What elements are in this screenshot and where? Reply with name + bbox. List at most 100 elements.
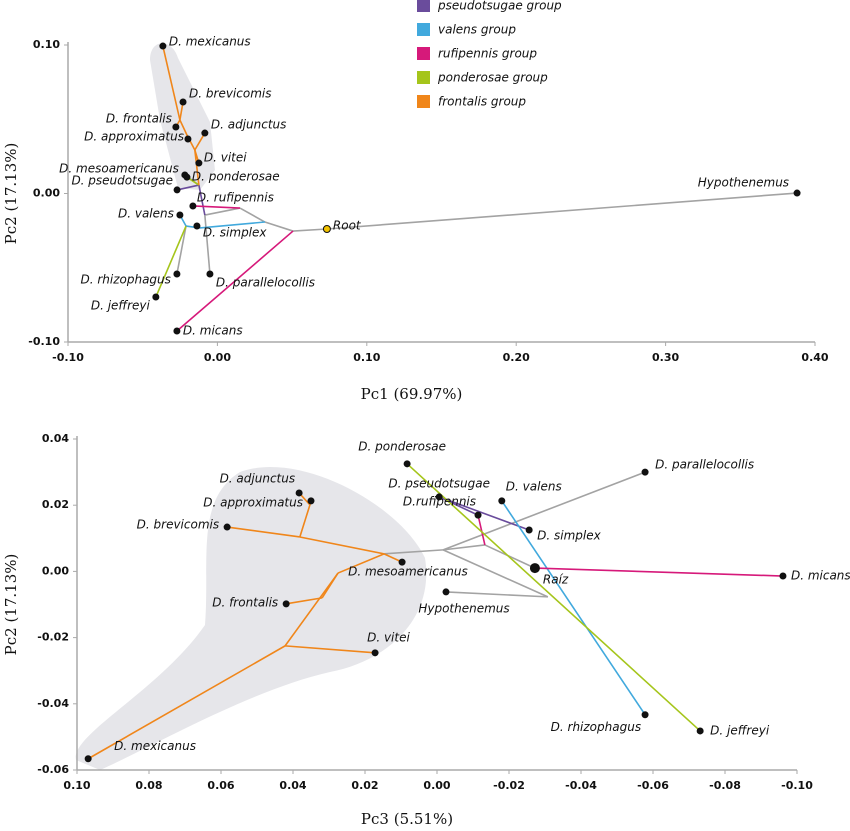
point: [173, 186, 181, 194]
y-axis-title: Pc2 (17.13%): [2, 143, 20, 245]
point: [641, 468, 649, 476]
x-tick-label: 0.00: [423, 779, 450, 792]
point-label: D. rufipennis: [197, 190, 274, 204]
legend-swatch: [417, 47, 430, 60]
branch: [176, 184, 200, 191]
branch: [176, 230, 294, 332]
group-hull: [75, 467, 427, 770]
point-label: Hypothenemus: [418, 601, 509, 615]
branch: [501, 500, 646, 716]
branch: [227, 526, 300, 538]
branch: [534, 567, 783, 577]
point: [435, 493, 443, 501]
branch: [194, 149, 200, 186]
point-label: D. mexicanus: [169, 35, 251, 49]
point-label: D. rhizophagus: [80, 272, 170, 286]
branch: [264, 221, 294, 232]
point-label: Root: [333, 218, 362, 232]
branch: [445, 591, 548, 598]
point: [525, 526, 533, 534]
point-label: D. approximatus: [84, 130, 184, 144]
legend-swatch: [417, 23, 430, 36]
branch: [442, 549, 549, 598]
legend-swatch: [417, 0, 430, 12]
point: [159, 42, 167, 50]
branch: [176, 225, 187, 275]
y-tick-label: -0.04: [37, 697, 69, 710]
branch: [292, 228, 327, 232]
point: [529, 563, 540, 574]
point-label: Raíz: [543, 573, 569, 587]
point: [176, 211, 184, 219]
point-label: D. mexicanus: [114, 739, 196, 753]
point-label: D. ponderosae: [358, 439, 446, 453]
x-tick-label: 0.40: [801, 351, 828, 364]
x-tick-label: -0.10: [52, 351, 84, 364]
point-label: D. ponderosae: [192, 170, 280, 184]
branch: [199, 221, 265, 229]
point: [371, 649, 379, 657]
branch: [442, 471, 646, 551]
x-tick-label: 0.30: [652, 351, 679, 364]
point: [184, 135, 192, 143]
x-axis-title: Pc1 (69.97%): [361, 385, 463, 403]
y-tick-label: 0.10: [33, 38, 60, 51]
point-label: D. valens: [506, 479, 562, 493]
branch: [155, 225, 187, 298]
point-label: D. jeffreyi: [710, 723, 770, 737]
point-label: D. vitei: [367, 630, 410, 644]
branch: [443, 544, 485, 551]
x-tick-label: 0.10: [353, 351, 380, 364]
point: [282, 600, 290, 608]
point: [172, 123, 180, 131]
point: [793, 189, 801, 197]
point-label: D. frontalis: [106, 111, 172, 125]
point: [398, 558, 406, 566]
y-tick-label: -0.02: [37, 631, 69, 644]
point: [195, 159, 203, 167]
y-tick-label: 0.04: [42, 432, 69, 445]
x-tick-label: 0.02: [351, 779, 378, 792]
branch: [384, 549, 444, 555]
legend-label: ponderosae group: [437, 71, 548, 85]
x-axis-title: Pc3 (5.51%): [361, 810, 453, 828]
y-tick-label: 0.00: [42, 564, 69, 577]
branch: [204, 214, 211, 275]
point-label: D. approximatus: [203, 495, 303, 509]
point: [403, 460, 411, 468]
point: [189, 202, 197, 210]
point: [206, 270, 214, 278]
legend-swatch: [417, 95, 430, 108]
point: [193, 222, 201, 230]
point: [223, 523, 231, 531]
legend-swatch: [417, 71, 430, 84]
branch: [204, 207, 241, 216]
y-tick-label: 0.02: [42, 498, 69, 511]
x-tick-label: 0.20: [503, 351, 530, 364]
branch: [438, 496, 530, 531]
point-label: D. parallelocollis: [216, 275, 315, 289]
branch: [299, 536, 385, 555]
point-label: D. micans: [791, 569, 850, 583]
point-label: D. pseudotsugae: [388, 476, 490, 490]
point: [173, 270, 181, 278]
point: [322, 224, 331, 233]
point: [498, 497, 506, 505]
branch: [406, 463, 701, 732]
x-tick-label: -0.02: [493, 779, 525, 792]
branch: [477, 514, 486, 546]
point: [474, 511, 482, 519]
point-label: D.rufipennis: [403, 495, 476, 509]
point-label: D. micans: [183, 324, 243, 338]
point-label: Hypothenemus: [698, 176, 789, 190]
x-tick-label: -0.06: [637, 779, 669, 792]
x-tick-label: 0.08: [135, 779, 162, 792]
point: [179, 98, 187, 106]
branch: [162, 45, 181, 121]
point: [696, 727, 704, 735]
x-tick-label: 0.06: [207, 779, 234, 792]
branch: [179, 119, 188, 136]
branch: [286, 597, 323, 605]
point-label: D. brevicomis: [137, 518, 219, 532]
x-tick-label: -0.10: [781, 779, 813, 792]
